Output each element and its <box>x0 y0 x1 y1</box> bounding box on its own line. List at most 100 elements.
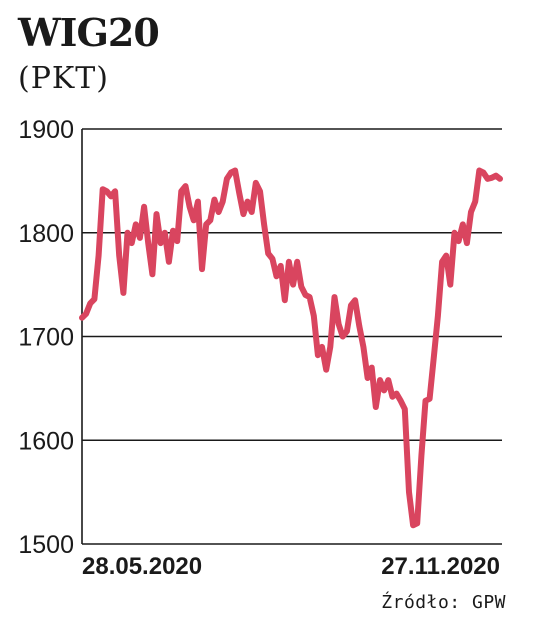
data-point <box>149 271 155 277</box>
data-point <box>191 217 197 223</box>
data-point <box>265 250 271 257</box>
data-point <box>120 290 126 296</box>
data-point <box>91 296 97 302</box>
data-point <box>398 398 404 404</box>
data-point <box>249 209 255 215</box>
data-point <box>422 398 429 404</box>
data-point <box>273 273 280 279</box>
data-point <box>340 333 346 340</box>
x-tick-label: 27.11.2020 <box>381 553 500 580</box>
data-point <box>460 221 466 227</box>
data-point <box>352 297 358 303</box>
data-point <box>224 176 230 182</box>
data-point <box>406 489 412 495</box>
data-point <box>216 209 222 215</box>
data-point <box>427 396 433 402</box>
data-point <box>402 406 408 412</box>
data-point <box>323 367 329 373</box>
y-tick-label: 1900 <box>18 116 74 144</box>
data-point <box>145 240 151 246</box>
x-tick-label: 28.05.2020 <box>82 553 202 580</box>
data-point <box>244 199 251 205</box>
line-chart: 1500 1600 1700 1800 1900 28.05.2020 27.11.202… <box>18 116 503 580</box>
data-point <box>153 211 160 217</box>
data-point <box>369 365 375 371</box>
data-point <box>373 404 379 410</box>
data-point <box>476 167 482 174</box>
data-point <box>269 256 275 262</box>
data-point <box>182 183 189 189</box>
data-point <box>327 344 333 350</box>
data-point <box>311 313 317 319</box>
data-point <box>319 344 325 350</box>
data-point <box>447 282 453 288</box>
data-point <box>116 253 122 259</box>
y-tick-label: 1500 <box>18 531 74 559</box>
data-point <box>257 188 263 194</box>
y-tick-label: 1800 <box>18 220 74 248</box>
data-point <box>344 328 350 334</box>
series-layer <box>79 167 503 529</box>
data-point <box>236 190 242 196</box>
data-point <box>108 193 114 199</box>
data-point <box>240 211 246 217</box>
data-point <box>87 300 93 306</box>
data-point <box>464 240 470 246</box>
data-point <box>377 377 383 383</box>
data-point <box>232 167 238 174</box>
data-point <box>187 204 193 210</box>
data-point <box>356 323 362 329</box>
data-point <box>493 173 499 179</box>
data-point <box>381 387 387 393</box>
y-tick-label: 1700 <box>18 324 74 352</box>
data-point <box>79 315 85 321</box>
data-point <box>431 354 437 360</box>
data-point <box>286 259 292 265</box>
data-point <box>443 253 449 259</box>
data-point <box>294 259 300 265</box>
data-point <box>141 204 147 210</box>
data-point <box>315 352 321 358</box>
data-point <box>456 238 462 244</box>
data-point <box>129 240 135 246</box>
data-point <box>290 282 296 288</box>
data-point <box>393 391 400 397</box>
y-tick-labels: 1500 1600 1700 1800 1900 <box>18 116 74 559</box>
data-point <box>348 302 354 308</box>
data-point <box>199 266 205 272</box>
data-point <box>480 170 486 176</box>
data-point <box>261 221 267 227</box>
data-point <box>451 230 458 236</box>
data-point <box>439 259 445 265</box>
data-point <box>158 240 164 246</box>
y-tick-label: 1600 <box>18 427 74 455</box>
data-point <box>203 221 209 227</box>
data-point <box>497 176 503 182</box>
data-point <box>418 453 424 459</box>
x-tick-labels: 28.05.2020 27.11.2020 <box>82 553 500 580</box>
data-point <box>472 199 478 205</box>
data-point <box>178 188 184 194</box>
data-point <box>278 263 284 269</box>
data-point <box>228 170 234 176</box>
data-point <box>468 209 474 215</box>
data-point <box>282 297 288 303</box>
data-point <box>365 375 371 381</box>
data-point <box>485 176 491 182</box>
data-point <box>104 188 110 194</box>
data-point <box>174 238 180 244</box>
grid-lines <box>82 128 502 441</box>
data-point <box>220 199 226 205</box>
data-point <box>133 221 139 227</box>
data-point <box>360 344 366 350</box>
data-point <box>331 294 338 300</box>
data-point <box>100 186 106 192</box>
chart-title: WIG20 <box>18 10 160 55</box>
data-point <box>410 522 416 528</box>
data-point <box>389 394 395 400</box>
data-point <box>211 197 217 203</box>
data-point <box>414 520 420 526</box>
data-point <box>336 321 342 327</box>
data-point <box>112 188 118 194</box>
axes <box>81 129 502 545</box>
